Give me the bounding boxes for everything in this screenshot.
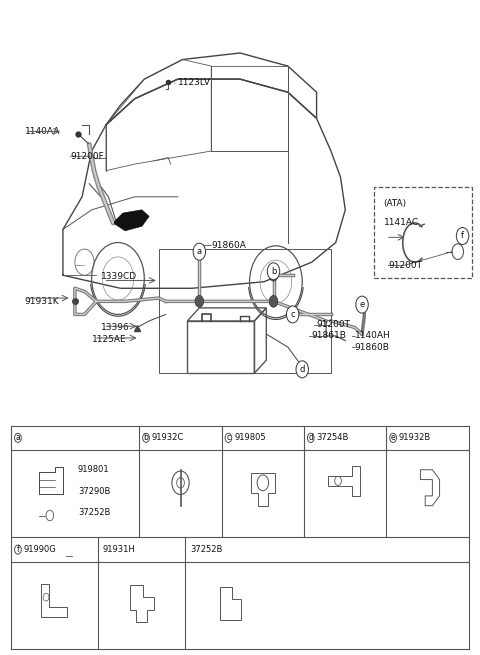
Text: e: e bbox=[391, 434, 396, 442]
Text: 37252B: 37252B bbox=[78, 508, 110, 517]
Text: 37254B: 37254B bbox=[316, 434, 349, 442]
Text: a: a bbox=[15, 434, 20, 442]
Text: 919801: 919801 bbox=[78, 465, 109, 474]
Circle shape bbox=[456, 227, 469, 244]
Circle shape bbox=[143, 433, 149, 442]
Text: d: d bbox=[308, 434, 313, 442]
Text: 91200T: 91200T bbox=[388, 261, 422, 270]
Text: 91990G: 91990G bbox=[24, 545, 57, 554]
Text: a: a bbox=[197, 247, 202, 256]
Text: b: b bbox=[271, 267, 276, 276]
Text: 13396: 13396 bbox=[101, 323, 130, 332]
Circle shape bbox=[267, 263, 280, 280]
Circle shape bbox=[269, 295, 278, 307]
Text: 37252B: 37252B bbox=[190, 545, 222, 554]
Text: 91931H: 91931H bbox=[103, 545, 136, 554]
Bar bbox=[374, 187, 472, 278]
Text: 91200T: 91200T bbox=[317, 320, 350, 329]
Circle shape bbox=[287, 306, 299, 323]
Text: 919805: 919805 bbox=[234, 434, 266, 442]
Text: 1123LV: 1123LV bbox=[178, 78, 211, 87]
Circle shape bbox=[307, 433, 314, 442]
Text: 1125AE: 1125AE bbox=[92, 335, 126, 344]
Text: 1140AH: 1140AH bbox=[355, 331, 391, 341]
Text: c: c bbox=[290, 310, 295, 319]
Text: 91931K: 91931K bbox=[24, 297, 59, 306]
Text: 1141AC: 1141AC bbox=[384, 218, 419, 227]
Circle shape bbox=[14, 545, 21, 554]
Circle shape bbox=[269, 269, 278, 281]
Text: (ATA): (ATA) bbox=[384, 199, 407, 208]
Circle shape bbox=[193, 243, 205, 260]
Text: b: b bbox=[144, 434, 148, 442]
Text: d: d bbox=[300, 365, 305, 374]
Circle shape bbox=[296, 361, 309, 378]
Circle shape bbox=[390, 433, 396, 442]
Text: f: f bbox=[16, 545, 19, 554]
Circle shape bbox=[225, 433, 232, 442]
Text: f: f bbox=[461, 231, 464, 240]
Text: 1140AA: 1140AA bbox=[24, 127, 60, 136]
Circle shape bbox=[195, 295, 204, 307]
Text: 91932C: 91932C bbox=[152, 434, 184, 442]
Polygon shape bbox=[113, 210, 149, 231]
Circle shape bbox=[356, 296, 368, 313]
Bar bbox=[158, 249, 331, 373]
Text: e: e bbox=[360, 300, 365, 309]
Text: 1339CD: 1339CD bbox=[101, 272, 137, 281]
Text: 91861B: 91861B bbox=[312, 331, 347, 341]
Text: 91860A: 91860A bbox=[211, 240, 246, 250]
Text: 37290B: 37290B bbox=[78, 487, 110, 496]
Text: 91200F: 91200F bbox=[70, 152, 104, 160]
Text: 91860B: 91860B bbox=[355, 343, 390, 352]
Circle shape bbox=[14, 433, 21, 442]
Text: 91932B: 91932B bbox=[399, 434, 431, 442]
Text: c: c bbox=[227, 434, 230, 442]
